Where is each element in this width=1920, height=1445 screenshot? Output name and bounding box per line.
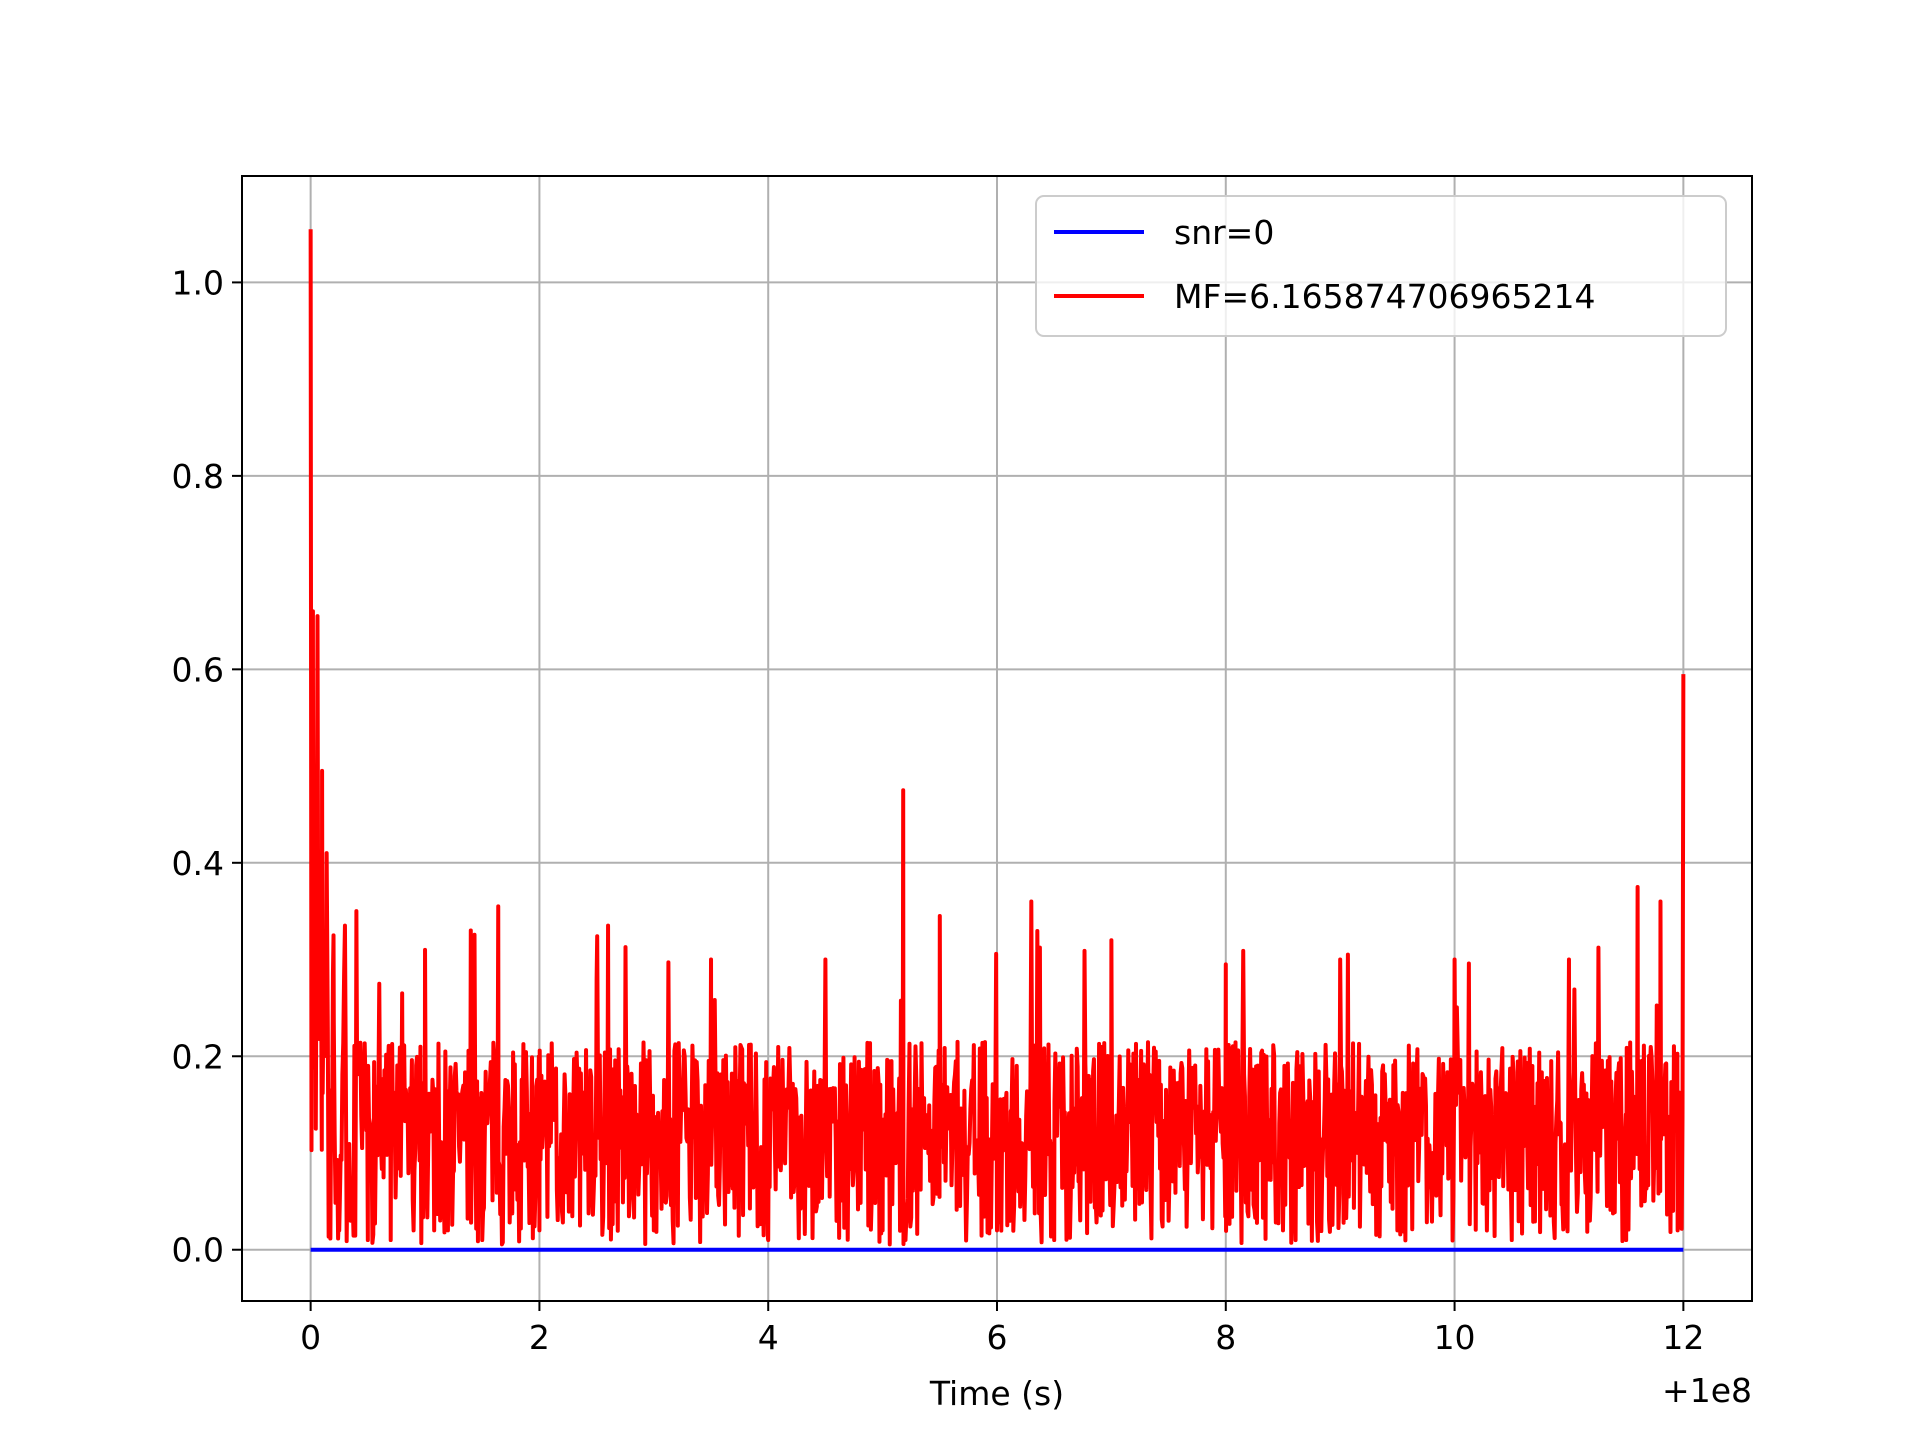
x-tick-label: 10 (1434, 1318, 1476, 1357)
y-tick-label: 0.8 (172, 457, 224, 496)
x-tick-label: 6 (987, 1318, 1008, 1357)
legend-label: snr=0 (1174, 213, 1274, 252)
legend: snr=0 MF=6.165874706965214 (1035, 195, 1727, 337)
plot-lines (308, 229, 1686, 1252)
x-tick-label: 2 (529, 1318, 550, 1357)
series-line-mf (308, 229, 1686, 1247)
x-tick-label: 12 (1662, 1318, 1704, 1357)
x-axis-label: Time (s) (929, 1374, 1064, 1413)
y-tick-label: 1.0 (172, 263, 224, 302)
x-tick-label: 0 (300, 1318, 321, 1357)
ticks: 0 2 4 6 8 10 12 0.0 0.2 0.4 0.6 0.8 1.0 (172, 263, 1705, 1357)
legend-label: MF=6.165874706965214 (1174, 277, 1596, 316)
legend-box (1035, 195, 1727, 337)
x-tick-label: 4 (758, 1318, 779, 1357)
y-tick-label: 0.2 (172, 1037, 224, 1076)
y-tick-label: 0.4 (172, 844, 224, 883)
y-tick-label: 0.6 (172, 650, 224, 689)
x-tick-label: 8 (1215, 1318, 1236, 1357)
x-axis-offset-label: +1e8 (1662, 1371, 1752, 1410)
y-tick-label: 0.0 (172, 1231, 224, 1270)
